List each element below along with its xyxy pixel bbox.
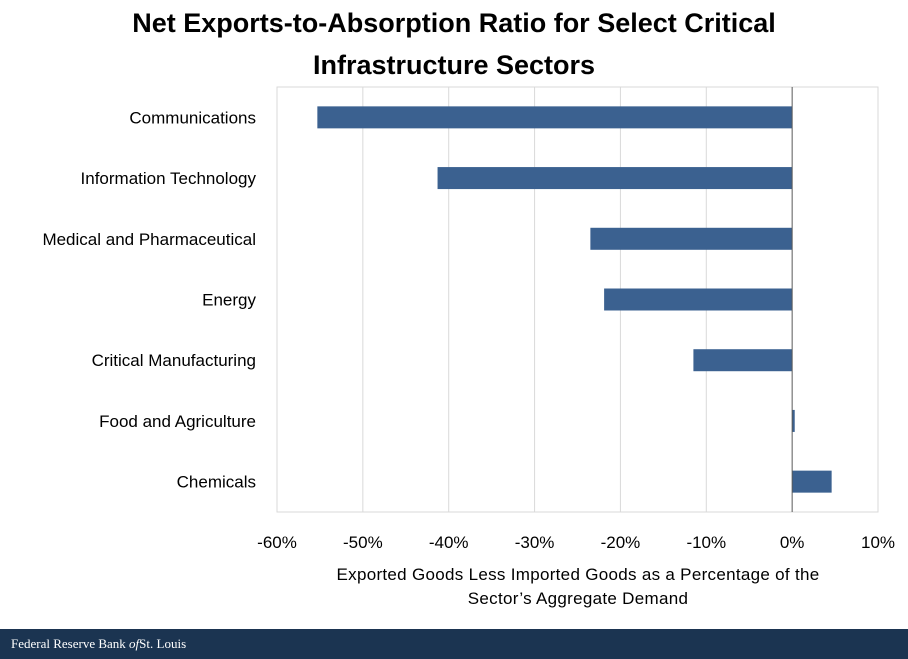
category-label: Information Technology — [81, 169, 257, 188]
bar — [590, 227, 793, 250]
footer-logo-text: Federal Reserve Bank ofSt. Louis — [11, 636, 186, 652]
x-axis-label: Exported Goods Less Imported Goods as a … — [250, 563, 906, 611]
x-tick-label: -50% — [343, 533, 383, 552]
category-label: Chemicals — [177, 473, 256, 492]
category-label: Medical and Pharmaceutical — [42, 230, 256, 249]
chart-title-line-1: Net Exports-to-Absorption Ratio for Sele… — [132, 8, 776, 38]
footer-prefix: Federal Reserve Bank — [11, 636, 130, 651]
chart-title-line-2: Infrastructure Sectors — [312, 50, 596, 80]
bar — [792, 470, 832, 493]
category-label: Energy — [202, 291, 256, 310]
bar — [604, 288, 793, 311]
bar — [792, 409, 795, 432]
bar — [437, 167, 793, 190]
bar — [317, 106, 793, 129]
x-axis-label-line-1: Exported Goods Less Imported Goods as a … — [336, 565, 820, 584]
x-tick-label: 0% — [780, 533, 805, 552]
x-tick-label: -30% — [515, 533, 555, 552]
x-tick-label: -10% — [686, 533, 726, 552]
x-axis-label-line-2: Sector’s Aggregate Demand — [467, 589, 689, 608]
x-tick-label: 10% — [861, 533, 895, 552]
category-label: Critical Manufacturing — [92, 351, 256, 370]
footer-suffix: St. Louis — [139, 636, 187, 651]
footer-bar: Federal Reserve Bank ofSt. Louis — [0, 629, 908, 659]
x-tick-label: -60% — [257, 533, 297, 552]
bar — [693, 349, 793, 372]
category-label: Food and Agriculture — [99, 412, 256, 431]
footer-of: of — [129, 636, 140, 651]
x-tick-label: -40% — [429, 533, 469, 552]
bar-chart: -60% -50% -40% -30% -20% -10% 0% 10% Communicati… — [42, 86, 895, 552]
x-tick-label: -20% — [601, 533, 641, 552]
category-label: Communications — [129, 108, 256, 127]
